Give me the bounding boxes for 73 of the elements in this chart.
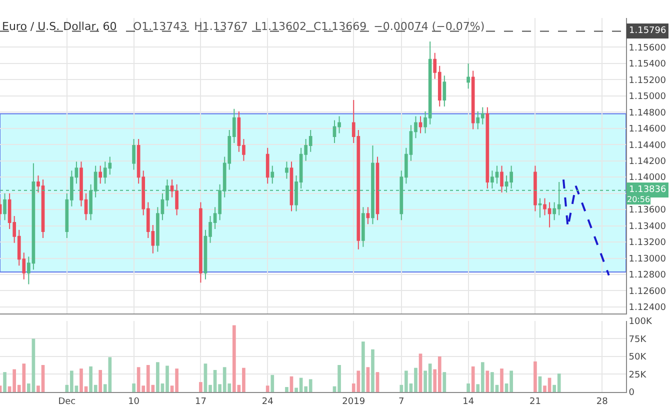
y-tick-label: 1.13200 — [628, 238, 666, 248]
y-tick-label: 1.13400 — [628, 222, 666, 232]
candlestick — [366, 206, 370, 225]
x-tick-label: 7 — [398, 396, 404, 407]
bar — [132, 383, 136, 392]
candlestick — [500, 165, 504, 194]
text: 20:56 — [627, 195, 650, 204]
x-tick-label: 14 — [462, 396, 474, 407]
bar — [376, 372, 380, 392]
x-tick-label: Dec — [58, 396, 76, 407]
y-tick-label: 1.13600 — [628, 206, 666, 216]
y-tick-label: 1.14800 — [628, 108, 666, 118]
candlestick — [98, 165, 102, 184]
y-tick-label: 1.13000 — [628, 254, 666, 264]
candlestick — [486, 106, 490, 189]
bar — [500, 368, 504, 392]
chart-subtitle: O1.13743 H1.13767 L1.13602 C1.13669 −0.00074 (−0.07%) — [133, 20, 485, 33]
x-tick-label: 17 — [194, 396, 206, 407]
candlestick — [376, 156, 380, 221]
line-series — [562, 178, 610, 276]
candlestick — [270, 165, 274, 184]
candlestick — [538, 198, 542, 218]
candlestick — [418, 116, 422, 134]
y-tick-label: 1.14400 — [628, 140, 666, 151]
bar — [285, 387, 288, 392]
y-tick-label: 50K — [628, 352, 648, 363]
y-tick-label: 1.14200 — [628, 157, 666, 168]
x-tick-label: 2019 — [342, 396, 366, 407]
candlestick — [442, 75, 446, 107]
candlestick — [466, 62, 470, 90]
y-tick-label: 1.12400 — [628, 303, 666, 314]
y-tick-label: 1.14000 — [628, 173, 666, 184]
bar — [366, 367, 370, 392]
bar — [371, 349, 374, 392]
y-tick-label: 1.15600 — [628, 43, 666, 54]
ref-line-label: 1.13836 — [629, 185, 666, 195]
y-tick-label: 25K — [628, 370, 648, 380]
ref-line-label: 1.15796 — [629, 26, 666, 36]
candlestick — [534, 165, 537, 212]
candlestick — [285, 161, 288, 180]
y-tick-label: 100K — [628, 317, 653, 328]
y-tick-label: 1.15400 — [628, 60, 666, 70]
chart-title: Euro / U.S. Dollar, 60 — [2, 20, 117, 33]
x-tick-label: 10 — [128, 396, 140, 407]
bar — [418, 354, 422, 392]
y-tick-label: 1.12600 — [628, 286, 666, 297]
bar — [362, 342, 365, 392]
bar — [466, 383, 470, 392]
y-tick-label: 1.15200 — [628, 76, 666, 86]
bar — [266, 386, 270, 392]
bar — [534, 361, 537, 392]
candlestick — [471, 70, 475, 130]
candlestick — [3, 192, 6, 221]
candlestick — [266, 147, 270, 184]
candlestick — [132, 138, 136, 170]
y-tick-label: 1.15000 — [628, 92, 666, 102]
x-tick-label: 21 — [529, 396, 541, 407]
bar — [486, 370, 490, 392]
y-tick-label: 75K — [628, 334, 648, 345]
candlestick — [362, 206, 365, 248]
bar — [442, 372, 446, 392]
bar — [270, 374, 274, 392]
bar — [98, 370, 102, 392]
candlestick — [290, 161, 294, 212]
y-tick-label: 1.12800 — [628, 270, 666, 281]
y-tick-label: 0 — [628, 388, 635, 398]
candlestick — [199, 202, 202, 284]
bar — [471, 366, 475, 392]
bar — [3, 372, 6, 392]
bar — [199, 382, 202, 392]
x-tick-label: 24 — [262, 396, 274, 407]
x-tick-label: 28 — [596, 396, 608, 407]
y-tick-label: 1.14600 — [628, 124, 666, 135]
